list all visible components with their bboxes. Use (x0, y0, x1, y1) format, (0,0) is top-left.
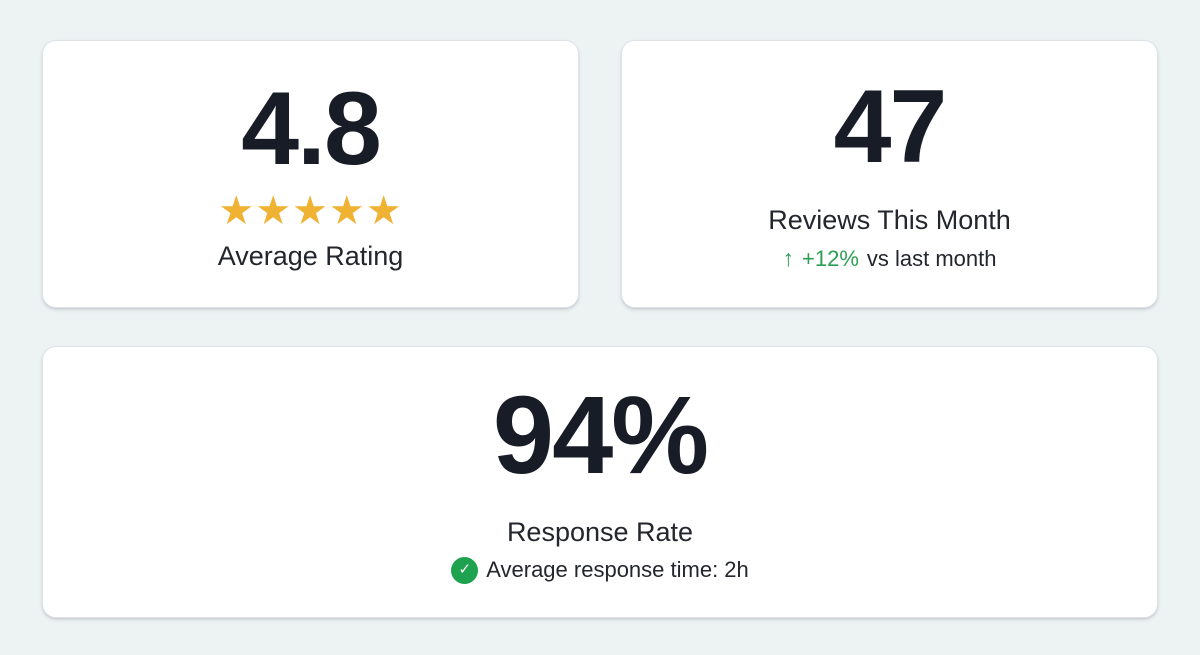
reviews-trend: ↑ +12% vs last month (783, 245, 997, 273)
stats-grid: 4.8 ★★★★★ Average Rating 47 Reviews This… (42, 40, 1158, 618)
up-arrow-icon: ↑ (782, 245, 795, 272)
response-rate-label: Response Rate (506, 516, 694, 547)
response-time-row: ✓ Average response time: 2h (451, 556, 749, 584)
average-rating-value: 4.8 (241, 70, 382, 187)
star-icon: ★ (255, 188, 293, 233)
average-rating-label: Average Rating (217, 240, 404, 271)
star-icon: ★ (292, 188, 329, 233)
reviews-this-month-card: 47 Reviews This Month ↑ +12% vs last mon… (621, 40, 1158, 308)
check-glyph: ✓ (458, 561, 472, 578)
response-rate-card: 94% Response Rate ✓ Average response tim… (42, 346, 1158, 618)
trend-percent: +12% (802, 245, 859, 271)
check-circle-icon: ✓ (451, 556, 479, 584)
star-rating: ★★★★★ (218, 191, 402, 231)
star-icon: ★ (218, 188, 256, 233)
trend-comparison-text: vs last month (866, 245, 997, 271)
reviews-label: Reviews This Month (768, 205, 1011, 236)
average-rating-card: 4.8 ★★★★★ Average Rating (42, 40, 579, 308)
response-time-text: Average response time: 2h (486, 556, 749, 582)
star-icon: ★ (365, 188, 403, 233)
reviews-count-value: 47 (833, 69, 948, 186)
response-rate-value: 94% (492, 373, 709, 497)
star-icon: ★ (328, 188, 366, 233)
